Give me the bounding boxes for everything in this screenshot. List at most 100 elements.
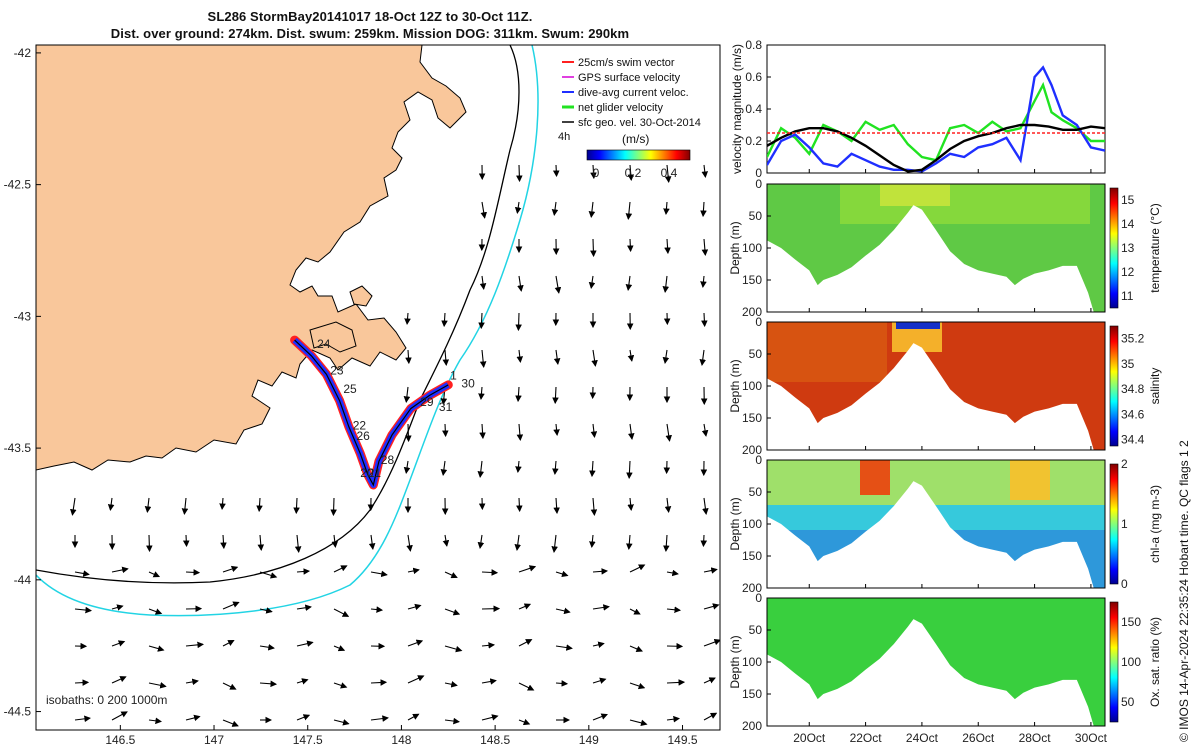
surface-velocity-arrow (477, 534, 485, 549)
map-y-tick-label: -43.5 (4, 441, 32, 455)
surface-velocity-arrow (515, 386, 522, 403)
surface-velocity-arrow (404, 312, 411, 326)
surface-velocity-arrow (588, 201, 596, 218)
velocity-point (1050, 111, 1053, 113)
velocity-point (1019, 127, 1022, 129)
velocity-point (794, 130, 796, 132)
surface-velocity-arrow (111, 566, 129, 574)
surface-velocity-arrow (553, 423, 560, 437)
surface-velocity-arrow (185, 569, 201, 576)
velocity-point (767, 145, 768, 147)
isobath-200m (36, 45, 520, 584)
section-ylabel: Depth (m) (728, 497, 742, 550)
surface-velocity-arrow (589, 534, 596, 549)
section-y-tick-label: 200 (742, 719, 762, 733)
colorbar-tick-label: 35.2 (1121, 332, 1145, 346)
net-glider-path (294, 339, 449, 487)
map-y-ticks: -42 -42.5 -43 -43.5 -44 -44.5 (4, 46, 41, 719)
surface-velocity-arrow (514, 201, 522, 214)
island-land (349, 285, 373, 307)
surface-velocity-arrow (590, 497, 598, 517)
surface-velocity-arrow (222, 719, 239, 727)
velocity-point (949, 153, 951, 155)
surface-velocity-arrow (703, 603, 720, 610)
seabed-masks (767, 205, 1105, 726)
velocity-point (864, 145, 867, 147)
surface-velocity-arrow (702, 497, 709, 515)
velocity-point (767, 164, 768, 166)
velocity-point (907, 143, 909, 145)
surface-velocity-arrow (74, 570, 90, 577)
velocity-point (935, 159, 937, 161)
surface-velocity-arrow (444, 608, 461, 616)
surface-velocity-arrow (515, 312, 522, 332)
colorbar-tick-label: 13 (1121, 241, 1135, 255)
velocity-point (949, 127, 951, 129)
velocity-point (1076, 124, 1078, 126)
velocity-series-net-glider-velocity (767, 81, 1105, 162)
chlorophyll-hotspot (860, 460, 890, 495)
surface-velocity-arrow (555, 644, 573, 651)
surface-velocity-arrow (219, 497, 226, 511)
section-y-tick-label: 200 (742, 581, 762, 595)
surface-velocity-arrow (700, 534, 708, 548)
section-y-tick-label: 0 (755, 315, 762, 329)
velocity-point (963, 124, 965, 126)
peninsula-land (309, 321, 357, 353)
surface-velocity-arrow (516, 349, 524, 364)
section-y-tick-label: 50 (749, 623, 763, 637)
surface-velocity-arrow (478, 312, 485, 330)
surface-velocity-arrow (333, 565, 348, 573)
map-x-tick-label: 148 (391, 733, 411, 747)
surface-velocity-arrow (70, 497, 77, 516)
surface-velocity-arrow (296, 640, 314, 647)
surface-velocity-arrow (370, 570, 388, 578)
surface-velocity-arrow (330, 497, 337, 517)
surface-velocity-arrow (181, 497, 189, 516)
surface-velocity-arrow (625, 275, 633, 291)
section-colorbar (1109, 601, 1119, 723)
surface-velocity-arrow (516, 497, 523, 513)
track-day-label: 25 (343, 382, 357, 396)
velocity-point (794, 134, 796, 136)
surface-velocity-arrow (296, 604, 312, 611)
surface-velocity-arrow (481, 642, 496, 649)
legend-dive-avg-current: dive-avg current veloc. (578, 87, 689, 99)
velocity-point (864, 121, 867, 123)
surface-velocity-arrow (442, 349, 450, 367)
velocity-y-tick-label: 0.6 (745, 70, 762, 84)
velocity-point (991, 143, 993, 145)
surface-velocity-arrow (222, 640, 235, 647)
map-legend: 25cm/s swim vector GPS surface velocity … (558, 57, 701, 180)
surface-velocity-arrow (182, 534, 190, 548)
velocity-point (1050, 84, 1053, 86)
surface-velocity-arrow (663, 534, 670, 553)
surface-velocity-arrow (555, 570, 569, 578)
velocity-colorbar (586, 149, 691, 161)
surface-velocity-arrow (662, 275, 670, 293)
surface-velocity-arrow (405, 423, 412, 443)
isobaths-label: isobaths: 0 200 1000m (46, 693, 167, 707)
surface-velocity-arrow (444, 681, 458, 688)
surface-velocity-arrow (701, 238, 709, 257)
section-y-tick-label: 150 (742, 273, 762, 287)
velocity-point (850, 153, 853, 155)
surface-velocity-arrow (220, 534, 227, 550)
velocity-point (836, 166, 839, 168)
velocity-point (1019, 159, 1022, 161)
map-y-tick-label: -42 (14, 46, 32, 60)
colorbar-label: (m/s) (622, 132, 649, 146)
surface-velocity-arrow (444, 571, 458, 579)
surface-velocity-arrow (407, 603, 422, 611)
surface-velocity-arrow (626, 534, 633, 551)
velocity-point (794, 137, 796, 139)
surface-velocity-arrow (703, 677, 716, 684)
section-colorbar (1109, 463, 1119, 585)
section-ylabel: Depth (m) (728, 221, 742, 274)
surface-velocity-arrow (627, 497, 634, 512)
surface-velocity-arrow (259, 571, 278, 579)
surface-velocity-arrow (664, 238, 671, 255)
surface-velocity-arrow (481, 714, 499, 721)
surface-velocity-arrow (629, 608, 641, 615)
